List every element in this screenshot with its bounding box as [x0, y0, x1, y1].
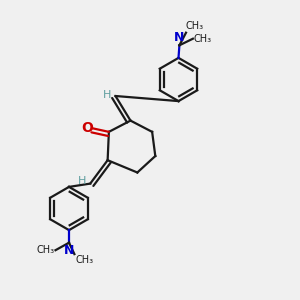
Text: H: H: [103, 90, 112, 100]
Text: H: H: [78, 176, 86, 186]
Text: CH₃: CH₃: [75, 255, 93, 265]
Text: CH₃: CH₃: [36, 245, 54, 255]
Text: CH₃: CH₃: [194, 34, 212, 44]
Text: O: O: [81, 121, 93, 135]
Text: CH₃: CH₃: [185, 21, 203, 31]
Text: N: N: [64, 244, 74, 257]
Text: N: N: [174, 32, 184, 44]
